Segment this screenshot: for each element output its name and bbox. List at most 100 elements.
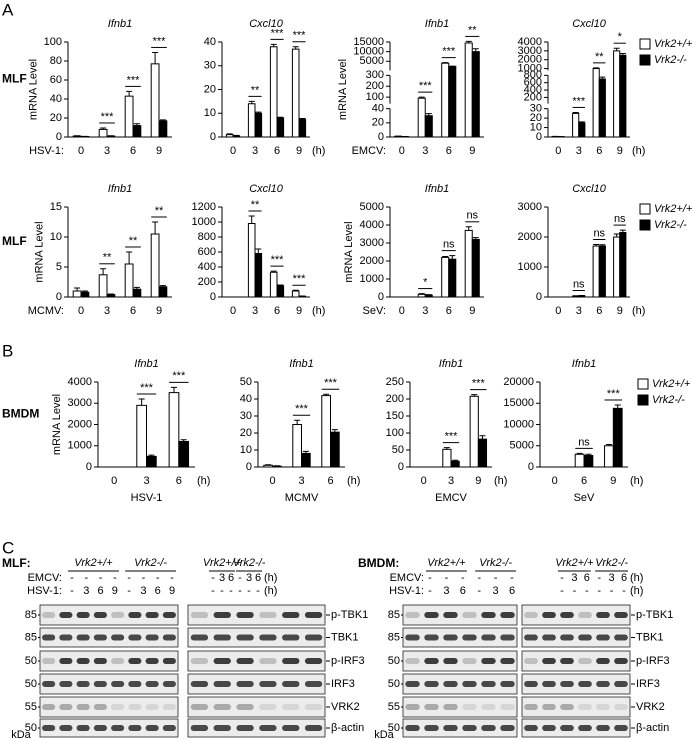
blot-strip [521, 696, 631, 718]
x-tick-label: 3 [252, 305, 258, 317]
significance-label: *** [324, 377, 338, 389]
blot-band [236, 612, 254, 618]
blot-band [128, 681, 142, 687]
significance-label: *** [295, 403, 309, 415]
y-axis-label: mRNA Level [51, 394, 63, 455]
blot-band [481, 658, 496, 664]
lane-label: 6 [509, 585, 515, 597]
lane-label: - [127, 572, 131, 584]
blot-band [462, 704, 477, 710]
y-tick-label: 0 [246, 461, 252, 473]
x-unit: (h) [632, 145, 645, 157]
error-bar [472, 48, 479, 52]
blot-strip [521, 673, 631, 695]
chart-title: Ifnb1 [425, 183, 449, 195]
x-tick-label: 6 [596, 305, 602, 317]
error-bar [159, 119, 166, 121]
x-tick-label: 0 [421, 475, 427, 487]
blot-band [282, 634, 300, 641]
blot-band [500, 725, 515, 731]
blot-band [578, 634, 592, 641]
blot-band [304, 658, 323, 664]
error-bar [599, 244, 606, 246]
x-tick-label: 6 [176, 475, 182, 487]
blot-band [111, 704, 125, 710]
x-tick-label: 3 [422, 145, 428, 157]
marker-label: 85 [25, 631, 37, 643]
blot-band [524, 725, 538, 731]
blot-band [542, 634, 556, 641]
marker-label: 50 [388, 722, 400, 734]
bar [269, 46, 278, 138]
y-tick-label: 0 [536, 291, 542, 303]
blot-band [524, 658, 538, 664]
marker-label: 85 [388, 631, 400, 643]
x-tick-label: 0 [399, 305, 405, 317]
protein-label: p-TBK1 [331, 609, 368, 621]
blot-band [462, 681, 477, 687]
blot-band [111, 612, 125, 618]
treatment-label: HSV-1: [389, 585, 424, 597]
y-tick-label: 40 [372, 103, 384, 115]
y-tick-label: 40 [204, 36, 216, 48]
y-tick-label: 3000 [68, 397, 92, 409]
lane-label: - [494, 572, 498, 584]
blot-band [443, 681, 458, 687]
blot-band [282, 704, 300, 710]
blot-band [76, 704, 90, 710]
lane-label: 6 [255, 572, 261, 584]
blot-band [236, 634, 254, 641]
blot-band [128, 704, 142, 710]
y-tick-label: 4000 [68, 376, 92, 388]
legend-label: Vrk2+/+ [654, 38, 693, 50]
bar [254, 253, 263, 298]
bar [441, 256, 450, 298]
blot-band [481, 725, 496, 731]
x-axis-label: HSV-1 [131, 492, 163, 504]
y-tick-label: 600 [524, 77, 542, 89]
blot-band [128, 612, 142, 618]
y-tick-label: 1200 [192, 201, 216, 213]
blot-band [596, 681, 610, 687]
marker-label: 85 [388, 609, 400, 621]
blot-band [190, 725, 209, 731]
lane-label: - [238, 585, 242, 597]
error-bar [292, 46, 299, 50]
significance-label: ** [251, 199, 260, 211]
bar [158, 120, 168, 138]
chart-title: Cxcl10 [249, 18, 284, 30]
error-bar [277, 284, 284, 286]
blot-band [596, 634, 610, 641]
significance-label: *** [572, 95, 586, 107]
x-tick-label: 0 [399, 145, 405, 157]
error-bar [126, 90, 133, 97]
error-bar [81, 290, 88, 293]
blot-band [282, 725, 300, 731]
blot-band [162, 658, 176, 664]
error-bar [133, 286, 140, 290]
x-tick-label: 6 [130, 145, 136, 157]
error-bar [605, 443, 612, 446]
blot-band [42, 634, 56, 641]
blot-band [93, 634, 107, 641]
panel-label: C [2, 538, 14, 557]
error-bar [619, 53, 626, 56]
panel-label: B [2, 341, 13, 360]
lane-label: - [220, 585, 224, 597]
bar [592, 68, 600, 138]
error-bar [593, 67, 600, 69]
x-axis-label: MCMV [285, 492, 319, 504]
blot-band [405, 658, 420, 664]
treatment-label: HSV-1: [27, 585, 62, 597]
marker-label: 50 [25, 722, 37, 734]
x-unit: (h) [347, 475, 360, 487]
blot-band [236, 658, 254, 664]
lane-label: - [99, 572, 103, 584]
blot-band [145, 612, 159, 618]
error-bar [270, 270, 277, 273]
significance-label: *** [140, 382, 154, 394]
x-tick-label: 3 [104, 145, 110, 157]
significance-label: *** [127, 74, 141, 86]
significance-label: ns [443, 239, 455, 251]
blot-band [111, 634, 125, 641]
